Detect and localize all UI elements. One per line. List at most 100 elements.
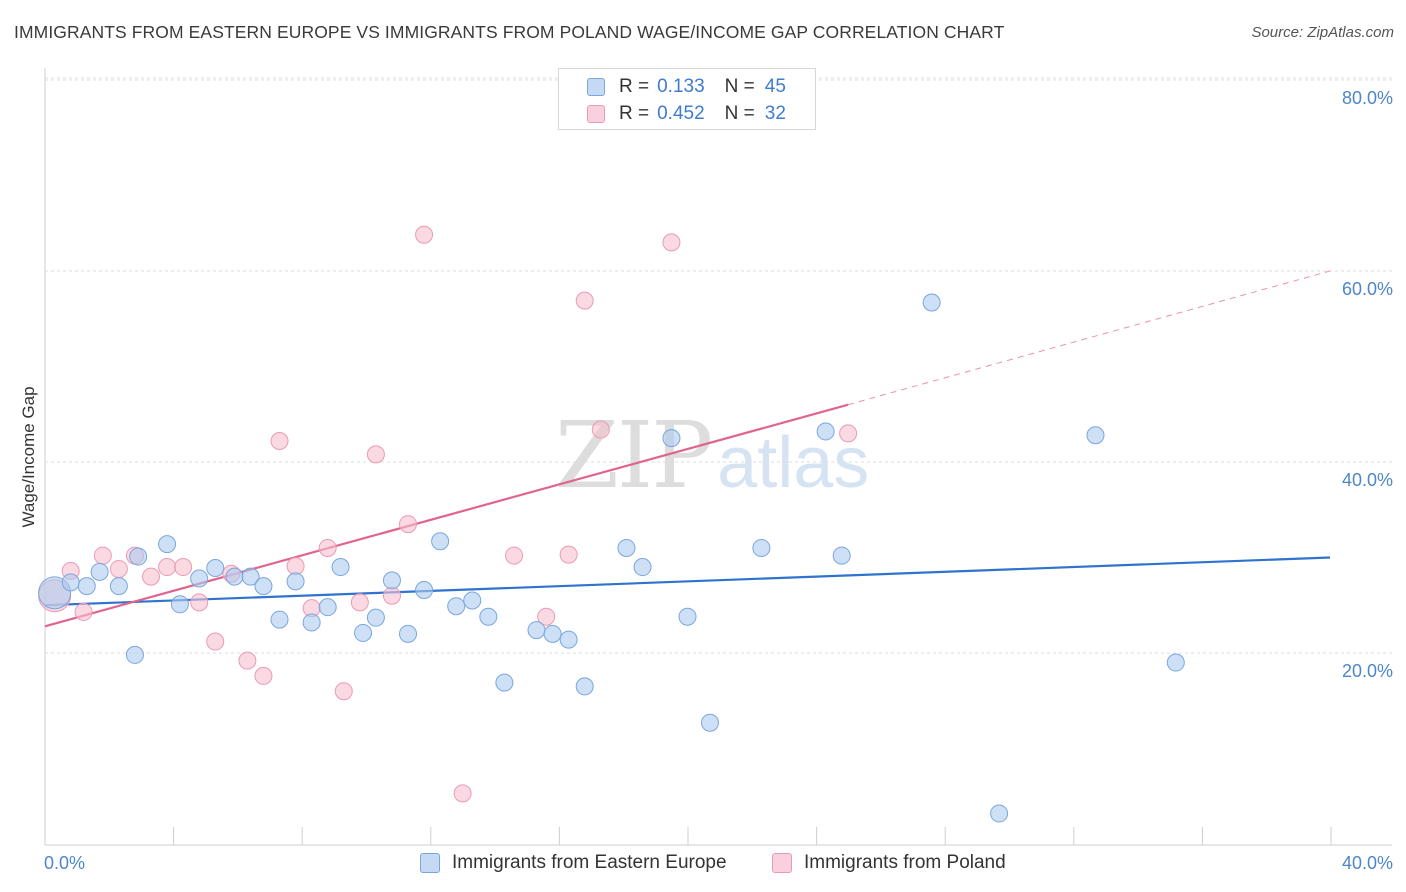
point-poland [286,557,305,576]
series-swatch-pink [772,853,792,873]
point-poland [93,546,112,565]
point-eastern-europe [331,558,350,577]
grid [45,77,1392,654]
point-eastern-europe [431,532,450,551]
point-eastern-europe [286,572,305,591]
series-legend-poland: Immigrants from Poland [772,852,1006,874]
series-name-eastern-europe: Immigrants from Eastern Europe [452,852,727,873]
point-poland [662,233,681,252]
source-label: Source: ZipAtlas.com [1251,24,1394,41]
point-eastern-europe [990,804,1009,823]
point-eastern-europe [318,598,337,617]
trend-line-poland-extension [847,270,1331,406]
point-poland [839,424,858,443]
point-poland [206,632,225,651]
point-poland [366,445,385,464]
legend-n-label: N = [724,103,755,124]
legend-row-eastern-europe: R = 0.133 N = 45 [587,75,786,99]
point-poland [318,538,337,557]
point-poland [334,682,353,701]
point-poland [142,567,161,586]
point-eastern-europe [495,673,514,692]
point-eastern-europe [109,577,128,596]
y-axis-label: Wage/Income Gap [19,386,38,527]
point-poland [238,651,257,670]
point-eastern-europe [752,538,771,557]
point-poland [591,420,610,439]
point-eastern-europe [354,623,373,642]
legend-n-value: 45 [764,76,786,97]
point-eastern-europe [700,713,719,732]
chart-title: IMMIGRANTS FROM EASTERN EUROPE VS IMMIGR… [14,22,1005,42]
legend-r-label: R = [619,76,650,97]
legend-row-poland: R = 0.452 N = 32 [587,102,786,126]
correlation-legend: R = 0.133 N = 45 R = 0.452 N = 32 [558,68,816,130]
point-eastern-europe [158,535,177,554]
point-poland [254,666,273,685]
point-eastern-europe [190,569,209,588]
point-eastern-europe [61,573,80,592]
legend-swatch-pink [587,105,605,123]
point-eastern-europe [241,567,260,586]
point-eastern-europe [559,630,578,649]
series-name-poland: Immigrants from Poland [804,852,1006,873]
point-eastern-europe [366,608,385,627]
legend-r-label: R = [619,103,650,124]
point-eastern-europe [399,624,418,643]
x-tick-label: 0.0% [44,853,85,873]
legend-n-label: N = [724,76,755,97]
point-eastern-europe [617,538,636,557]
point-eastern-europe [1166,653,1185,672]
point-poland [559,545,578,564]
series-swatch-blue [420,853,440,873]
point-poland [74,602,93,621]
point-eastern-europe [125,645,144,664]
y-tick-label: 60.0% [1342,279,1393,299]
legend-n-value: 32 [764,103,786,124]
point-poland [109,559,128,578]
point-eastern-europe [463,591,482,610]
point-eastern-europe [922,293,941,312]
x-tick-label: 40.0% [1342,853,1393,873]
point-eastern-europe [270,610,289,629]
point-eastern-europe [1086,426,1105,445]
point-eastern-europe [225,567,244,586]
y-tick-label: 20.0% [1342,661,1393,681]
point-eastern-europe [527,621,546,640]
axes [44,68,1392,846]
point-poland [350,593,369,612]
point-eastern-europe [479,607,498,626]
point-eastern-europe [543,624,562,643]
trend-line-poland [44,403,849,628]
point-eastern-europe [302,613,321,632]
axis-labels: 20.0% 40.0% 60.0% 80.0% 0.0% 40.0% Wage/Income… [19,88,1393,873]
point-eastern-europe [206,559,225,578]
point-poland [415,225,434,244]
point-poland [537,607,556,626]
point-eastern-europe [382,571,401,590]
point-eastern-europe [816,422,835,441]
point-poland [382,586,401,605]
point-eastern-europe [832,546,851,565]
point-eastern-europe [633,558,652,577]
point-eastern-europe [170,595,189,614]
point-eastern-europe [575,677,594,696]
point-eastern-europe [415,580,434,599]
point-poland [453,784,472,803]
y-tick-label: 80.0% [1342,88,1393,108]
trend-lines [44,270,1331,628]
series-legend-eastern-europe: Immigrants from Eastern Europe [420,852,727,874]
point-poland [190,593,209,612]
legend-swatch-blue [587,78,605,96]
legend-r-value: 0.133 [657,76,705,97]
point-poland [158,558,177,577]
legend-r-value: 0.452 [657,103,705,124]
point-eastern-europe [129,547,148,566]
point-poland [174,558,193,577]
point-eastern-europe [254,577,273,596]
trend-line-eastern-europe [44,556,1331,607]
data-points [38,225,1185,823]
y-tick-label: 40.0% [1342,470,1393,490]
point-poland [270,431,289,450]
